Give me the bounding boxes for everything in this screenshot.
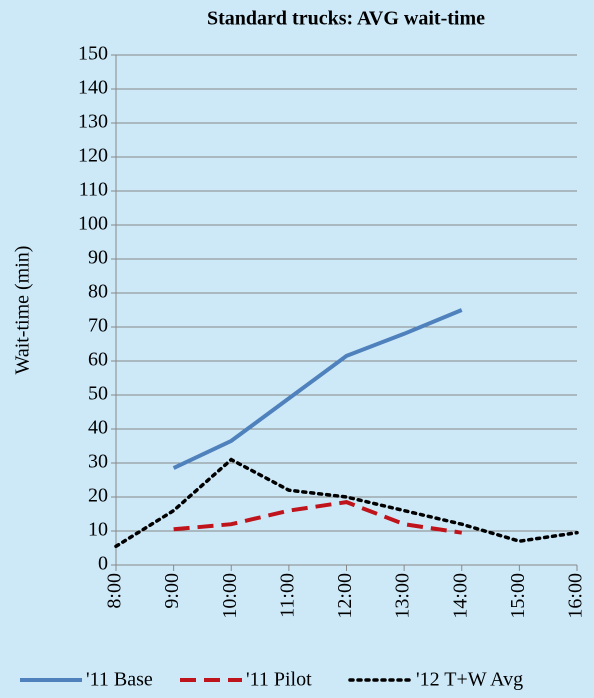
- x-tick-label: 13:00: [392, 573, 414, 619]
- y-tick-label: 150: [78, 43, 108, 65]
- x-tick-label: 11:00: [276, 573, 298, 618]
- x-tick-label: 10:00: [219, 573, 241, 619]
- y-tick-label: 40: [88, 417, 108, 439]
- y-tick-label: 100: [78, 213, 108, 235]
- x-tick-label: 15:00: [507, 573, 529, 619]
- series-line: [172, 308, 463, 470]
- legend-label: '12 T+W Avg: [416, 669, 523, 691]
- y-tick-label: 140: [78, 77, 108, 99]
- y-tick-label: 70: [88, 315, 108, 337]
- x-tick-label: 9:00: [161, 573, 183, 609]
- y-tick-label: 90: [88, 247, 108, 269]
- y-tick-label: 130: [78, 111, 108, 133]
- series-line: [173, 500, 463, 535]
- x-tick-label: 14:00: [449, 573, 471, 619]
- y-tick-label: 20: [88, 485, 108, 507]
- legend-label: '11 Pilot: [246, 669, 312, 691]
- y-tick-label: 110: [79, 179, 108, 201]
- x-tick-label: 12:00: [334, 573, 356, 619]
- x-tick-label: 8:00: [104, 573, 126, 609]
- y-tick-label: 10: [88, 519, 108, 541]
- y-tick-label: 80: [88, 281, 108, 303]
- chart-title: Standard trucks: AVG wait-time: [207, 8, 485, 30]
- y-tick-label: 120: [78, 145, 108, 167]
- legend-label: '11 Base: [86, 669, 153, 691]
- series-line: [114, 457, 579, 549]
- x-tick-label: 16:00: [565, 573, 587, 619]
- y-tick-label: 50: [88, 383, 108, 405]
- y-axis-label: Wait-time (min): [12, 246, 34, 375]
- y-tick-label: 0: [98, 553, 108, 575]
- y-tick-label: 60: [88, 349, 108, 371]
- y-tick-label: 30: [88, 451, 108, 473]
